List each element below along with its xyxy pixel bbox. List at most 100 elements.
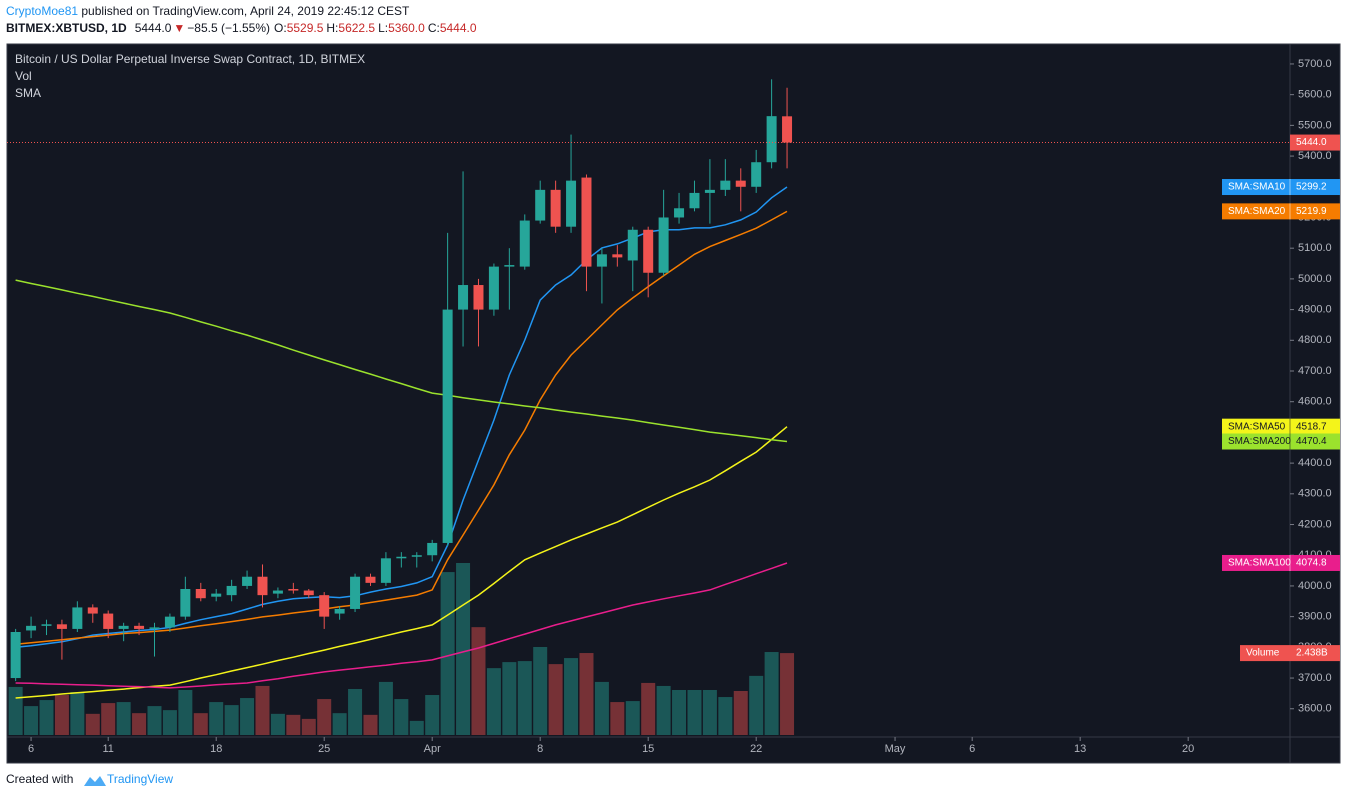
x-tick-label: 6 xyxy=(969,743,975,755)
candle-body xyxy=(689,192,700,209)
volume-bar xyxy=(733,690,748,735)
volume-tag-value: 2.438B xyxy=(1296,648,1328,659)
volume-bar xyxy=(85,713,100,735)
y-tick-label: 4600.0 xyxy=(1298,396,1332,408)
candle-body xyxy=(782,116,793,143)
y-tick-label: 5600.0 xyxy=(1298,89,1332,101)
candle-body xyxy=(272,590,283,594)
sma-tag-value: 5219.9 xyxy=(1296,206,1327,217)
candle-body xyxy=(566,180,577,227)
ohlc-key: O: xyxy=(274,21,287,35)
volume-bar xyxy=(348,688,363,735)
sma-tag-value: 5299.2 xyxy=(1296,182,1327,193)
volume-bar xyxy=(579,653,594,735)
ohlc-key: H: xyxy=(326,21,338,35)
candle-body xyxy=(704,189,715,193)
volume-bar xyxy=(409,720,424,735)
ohlc-value: 5622.5 xyxy=(338,21,375,35)
header-line: CryptoMoe81 published on TradingView.com… xyxy=(6,4,410,18)
y-tick-label: 4700.0 xyxy=(1298,365,1332,377)
volume-bar xyxy=(224,705,239,735)
volume-bar xyxy=(301,718,316,735)
sma-line xyxy=(15,279,788,443)
candle-body xyxy=(504,265,515,267)
candle-body xyxy=(550,189,561,227)
sma-tag-value: 4518.7 xyxy=(1296,421,1327,432)
candle-body xyxy=(103,613,114,629)
sma-line xyxy=(15,186,788,649)
x-tick-label: 25 xyxy=(318,743,330,755)
candle-body xyxy=(72,607,83,629)
sma-tag-name: SMA:SMA20 xyxy=(1228,206,1286,217)
candle-body xyxy=(350,576,361,609)
sma-tag-name: SMA:SMA10 xyxy=(1228,182,1286,193)
candle-body xyxy=(211,593,222,597)
volume-bar xyxy=(378,681,393,735)
volume-bar xyxy=(486,668,501,735)
x-tick-label: May xyxy=(885,743,906,755)
volume-bar xyxy=(332,713,347,735)
y-tick-label: 3700.0 xyxy=(1298,672,1332,684)
volume-bar xyxy=(54,695,69,735)
volume-bar xyxy=(656,685,671,735)
volume-bar xyxy=(749,675,764,735)
change: −85.5 (−1.55%) xyxy=(187,21,270,35)
volume-tag xyxy=(1240,645,1340,662)
sma-line xyxy=(15,562,788,689)
candle-body xyxy=(488,266,499,310)
candle-body xyxy=(458,285,469,310)
volume-bar xyxy=(456,563,471,735)
volume-bar xyxy=(548,664,563,735)
y-tick-label: 4900.0 xyxy=(1298,303,1332,315)
y-tick-label: 5700.0 xyxy=(1298,58,1332,70)
candle-body xyxy=(226,585,237,596)
candle-body xyxy=(581,177,592,267)
chart-title: Bitcoin / US Dollar Perpetual Inverse Sw… xyxy=(15,52,365,66)
ohlc-value: 5529.5 xyxy=(287,21,324,35)
last-price: 5444.0 xyxy=(135,21,172,35)
candle-body xyxy=(134,625,145,629)
volume-bar xyxy=(209,702,224,735)
candle-body xyxy=(766,116,777,163)
candle-body xyxy=(87,607,98,614)
volume-bar xyxy=(780,653,795,735)
volume-bar xyxy=(502,662,517,735)
candle-body xyxy=(411,555,422,557)
sma-tag xyxy=(1222,179,1340,196)
volume-bar xyxy=(533,646,548,735)
volume-bar xyxy=(471,627,486,735)
legend-item: Vol xyxy=(15,69,32,83)
volume-bar xyxy=(363,714,378,735)
author-link[interactable]: CryptoMoe81 xyxy=(6,4,78,18)
sma-tag-value: 4470.4 xyxy=(1296,436,1327,447)
y-tick-label: 4200.0 xyxy=(1298,518,1332,530)
candle-body xyxy=(180,589,191,617)
volume-bar xyxy=(24,706,39,735)
last-price-tag xyxy=(1290,134,1340,151)
volume-bar xyxy=(255,685,270,735)
candle-body xyxy=(195,589,206,599)
x-tick-label: 18 xyxy=(210,743,222,755)
x-tick-label: 11 xyxy=(102,743,113,755)
volume-bar xyxy=(116,702,131,735)
candle-body xyxy=(535,189,546,221)
symbol: BITMEX:XBTUSD, 1D xyxy=(6,21,127,35)
candle-body xyxy=(257,576,268,596)
symbol-line: BITMEX:XBTUSD, 1D 5444.0 ▼ −85.5 (−1.55%) O:… xyxy=(6,21,477,35)
candle-body xyxy=(56,624,67,629)
candle-body xyxy=(720,180,731,190)
candle-body xyxy=(735,180,746,187)
volume-bar xyxy=(564,658,579,735)
x-tick-label: 22 xyxy=(750,743,762,755)
candle-body xyxy=(365,576,376,583)
y-tick-label: 3900.0 xyxy=(1298,611,1332,623)
x-tick-label: 8 xyxy=(537,743,543,755)
x-tick-label: Apr xyxy=(424,743,441,755)
volume-bar xyxy=(718,697,733,735)
candle-body xyxy=(118,625,129,629)
footer-brand[interactable]: TradingView xyxy=(107,772,173,786)
ohlc-key: C: xyxy=(428,21,440,35)
volume-bar xyxy=(394,699,409,735)
y-tick-label: 4800.0 xyxy=(1298,334,1332,346)
